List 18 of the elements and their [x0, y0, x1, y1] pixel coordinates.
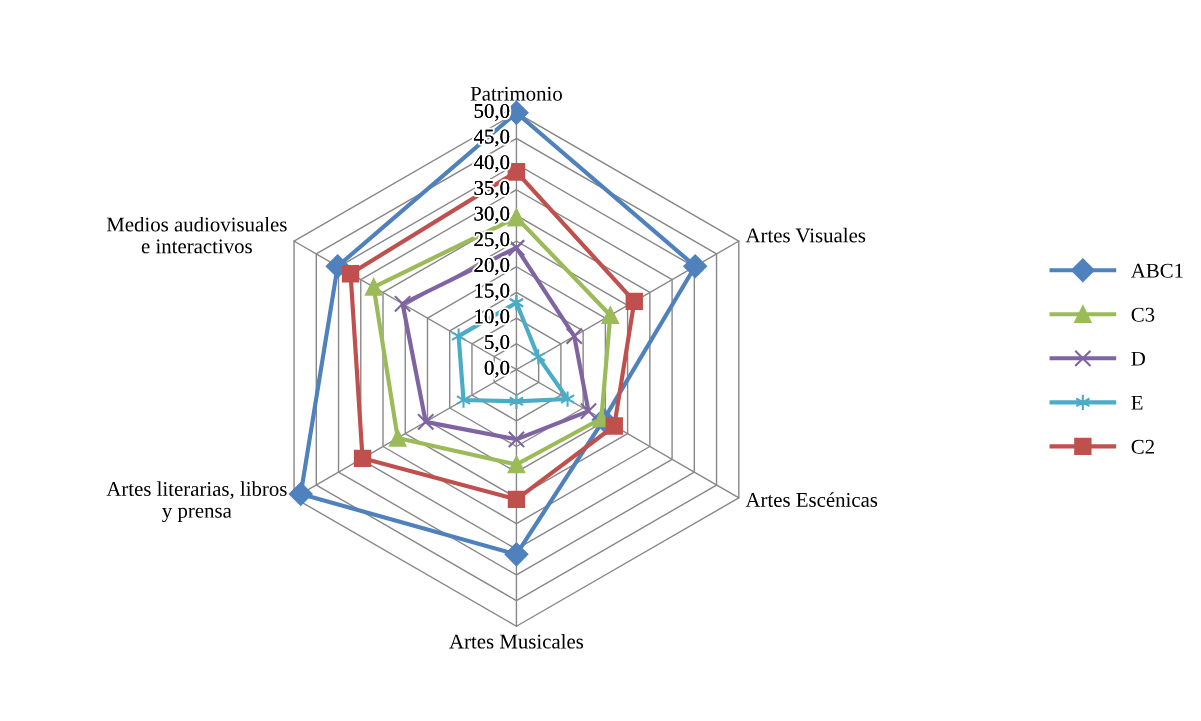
legend-label: ABC1 [1130, 263, 1183, 278]
legend-label: C2 [1131, 439, 1154, 454]
y-tick-label: 5,0 [485, 334, 510, 353]
legend-label: D [1131, 351, 1145, 366]
legend-label: C3 [1131, 307, 1155, 322]
spoke-label: Patrimonio [470, 86, 562, 101]
y-tick-label: 30,0 [474, 206, 510, 224]
y-tick-label: 25,0 [474, 232, 510, 250]
y-tick-label: 40,0 [473, 155, 510, 173]
spoke-label: Artes Escénicas [745, 492, 878, 507]
spoke-label: Artes Musicales [449, 633, 584, 649]
legend-label: E [1131, 395, 1143, 410]
y-tick-label: 0,0 [484, 360, 510, 378]
spoke-label: Medios audiovisuales e interactivos [106, 216, 287, 254]
y-tick-label: 20,0 [474, 257, 510, 275]
y-tick-label: 15,0 [475, 283, 510, 301]
spoke-label: Artes literarias, libros y prensa [106, 481, 287, 523]
spoke-label: Artes Visuales [745, 227, 866, 243]
